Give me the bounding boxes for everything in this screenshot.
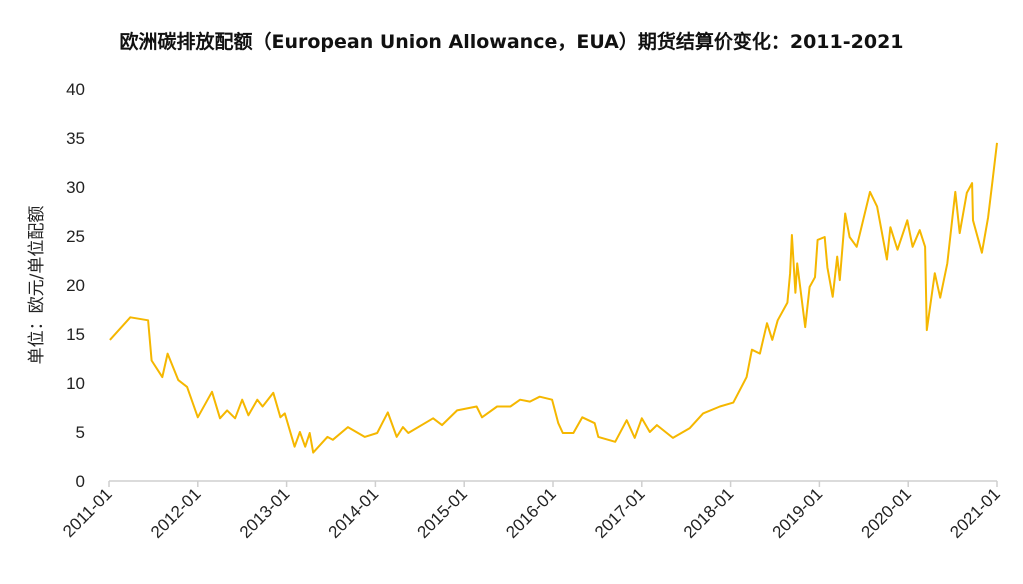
y-tick-label: 0: [76, 472, 85, 491]
x-tick-label: 2015-01: [413, 484, 471, 542]
x-tick-label: 2019-01: [769, 484, 827, 542]
series-group: [109, 142, 998, 454]
x-tick-label: 2017-01: [591, 484, 649, 542]
x-tick-label: 2013-01: [236, 484, 294, 542]
x-tick-label: 2014-01: [325, 484, 383, 542]
x-tick-label: 2011-01: [59, 484, 116, 541]
x-tick-label: 2020-01: [857, 484, 915, 542]
y-tick-label: 25: [66, 227, 85, 246]
y-tick-label: 20: [66, 276, 85, 295]
series-line-eua: [109, 142, 998, 454]
x-tick-label: 2018-01: [680, 484, 738, 542]
y-tick-label: 10: [66, 374, 85, 393]
y-tick-label: 30: [66, 178, 85, 197]
y-tick-label: 15: [66, 325, 85, 344]
y-axis-label: 单位：欧元/单位配额: [27, 206, 47, 365]
x-tick-label: 2012-01: [147, 484, 205, 542]
y-tick-label: 35: [66, 129, 85, 148]
x-tick-label: 2016-01: [502, 484, 560, 542]
y-tick-label: 40: [66, 80, 85, 99]
y-axis: 0 5 10 15 20 25 30 35 40: [66, 80, 85, 491]
x-tick-label: 2021-01: [946, 484, 1004, 542]
y-tick-label: 5: [76, 423, 85, 442]
chart-title: 欧洲碳排放配额（European Union Allowance，EUA）期货结…: [119, 31, 904, 53]
x-axis: 2011-01 2012-01 2013-01 2014-01 2015-01 2016-…: [59, 480, 1004, 542]
